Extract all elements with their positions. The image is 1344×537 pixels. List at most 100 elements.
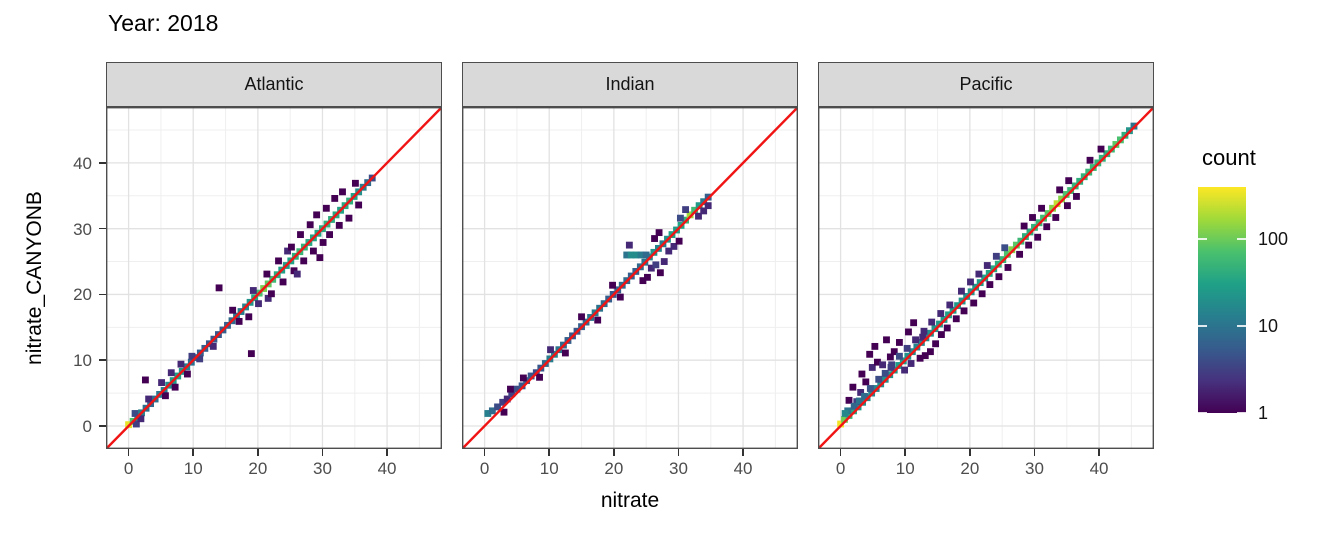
bin-cell	[1025, 241, 1033, 249]
bin-cell	[862, 378, 870, 386]
bin-cell	[1073, 193, 1080, 200]
bin-cell	[627, 251, 635, 259]
bin-cell	[263, 270, 271, 278]
x-tick-label: 10	[895, 459, 915, 478]
bin-cell	[895, 352, 903, 360]
bin-cell	[837, 420, 845, 428]
bin-cell	[970, 299, 978, 307]
y-axis-title: nitrate_CANYONB	[23, 191, 46, 365]
x-tick-mark	[613, 449, 615, 456]
bin-cell	[675, 237, 683, 245]
bin-cell	[229, 306, 237, 314]
x-tick-label: 20	[248, 459, 268, 478]
bin-cell	[874, 358, 881, 366]
bin-cell	[137, 415, 145, 423]
x-tick-mark	[548, 449, 550, 456]
bin-cell	[845, 412, 853, 419]
bin-cell	[1029, 214, 1036, 221]
bin-cell	[518, 382, 526, 390]
bin-cell	[1043, 223, 1051, 231]
bin-cell	[895, 339, 903, 346]
bin-cell	[279, 278, 287, 286]
bin-cell	[932, 340, 940, 348]
x-axis-title: nitrate	[600, 489, 660, 512]
x-tick-mark	[127, 449, 130, 456]
bin-cell	[209, 342, 217, 350]
bin-cell	[264, 294, 272, 302]
x-tick-mark	[742, 449, 744, 456]
bin-cell	[536, 373, 543, 381]
bin-cell	[686, 211, 694, 219]
bin-cell	[1053, 200, 1061, 208]
legend-colorbar	[1198, 187, 1246, 413]
bin-cell	[642, 251, 650, 259]
bin-cell	[1020, 222, 1028, 230]
x-tick-label: 40	[1089, 459, 1109, 478]
bin-cell	[670, 243, 678, 250]
bin-cell	[609, 281, 616, 289]
legend-tick-mark	[1198, 325, 1207, 328]
bin-cell	[171, 383, 179, 391]
bin-cell	[1038, 204, 1045, 212]
bin-cell	[858, 370, 866, 378]
x-tick-label: 20	[960, 459, 980, 478]
bin-cell	[255, 300, 262, 308]
y-tick-label: 0	[82, 416, 92, 436]
bin-cell	[700, 207, 708, 215]
bin-cell	[881, 369, 889, 377]
bin-cell	[857, 389, 865, 396]
bin-cell	[547, 346, 554, 354]
bin-cell	[508, 390, 516, 398]
bin-cell	[967, 278, 974, 286]
bin-cell	[907, 360, 915, 367]
bin-cell	[1004, 264, 1012, 271]
bin-cell	[983, 262, 991, 269]
bin-cell	[1012, 241, 1020, 249]
bin-cell	[145, 395, 153, 403]
identity-line	[818, 107, 1154, 449]
bin-cell	[306, 221, 314, 229]
bin-cell	[927, 348, 934, 356]
bin-cell	[632, 251, 640, 259]
bin-cell	[158, 379, 165, 386]
bin-cell	[1034, 233, 1042, 241]
bin-cell	[676, 214, 684, 222]
legend-tick-mark	[1237, 412, 1246, 414]
bin-cell	[183, 370, 191, 378]
bin-cell	[660, 258, 668, 265]
bin-cell	[995, 273, 1003, 281]
bin-cell	[1058, 195, 1066, 203]
bin-cell	[920, 327, 928, 335]
x-tick-label: 0	[835, 459, 846, 478]
bin-cell	[235, 317, 243, 325]
bin-cell	[866, 350, 874, 358]
y-tick-label: 30	[73, 219, 92, 239]
bin-cell	[297, 231, 304, 239]
bin-cell	[871, 342, 879, 350]
bin-cell	[916, 354, 924, 362]
x-tick-mark	[969, 449, 971, 456]
bin-cell	[665, 247, 673, 255]
facet-strip-label: Pacific	[959, 74, 1013, 94]
bin-cell	[1062, 191, 1070, 198]
y-tick-label: 40	[73, 153, 92, 173]
bin-cell	[339, 188, 346, 196]
bin-cell	[594, 316, 602, 324]
bin-cell	[905, 328, 912, 336]
bin-cell	[177, 360, 185, 368]
bin-cell	[695, 212, 702, 220]
bin-cell	[245, 313, 253, 321]
bin-cell	[1052, 214, 1060, 221]
y-tick-mark	[99, 162, 106, 164]
y-tick-mark	[99, 227, 106, 230]
bin-cell	[928, 318, 936, 326]
bin-cell	[331, 194, 339, 202]
bin-cell	[841, 415, 848, 423]
x-tick-label: 40	[377, 459, 397, 478]
x-tick-mark	[386, 449, 388, 456]
legend-tick-label: 100	[1258, 229, 1289, 250]
bin-cell	[637, 251, 645, 259]
legend-tick-label: 1	[1258, 403, 1269, 423]
y-tick-mark	[99, 293, 106, 296]
bin-cell	[215, 284, 223, 292]
